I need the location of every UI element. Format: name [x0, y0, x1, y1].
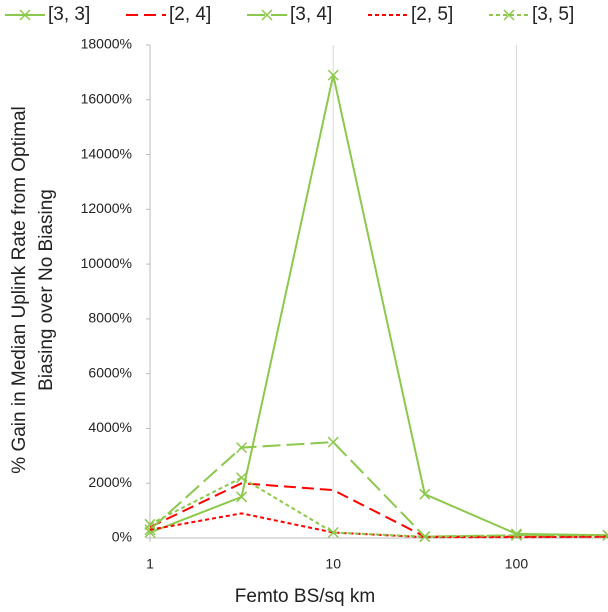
- marker: [419, 488, 431, 500]
- series-line: [149, 476, 608, 538]
- x-axis-label: Femto BS/sq km: [235, 586, 375, 607]
- y-tick-label: 2000%: [88, 474, 132, 490]
- y-tick-label: 14000%: [81, 145, 132, 161]
- marker: [327, 436, 339, 448]
- y-tick-label: 6000%: [88, 364, 132, 380]
- legend-label: [3, 3]: [48, 4, 90, 25]
- series-line: [149, 482, 608, 538]
- y-tick-label: 10000%: [81, 255, 132, 271]
- y-tick-label: 0%: [112, 529, 132, 545]
- legend-marker: [261, 9, 273, 21]
- marker: [602, 529, 608, 541]
- series-line: [149, 74, 608, 537]
- marker: [236, 442, 248, 454]
- y-tick-label: 16000%: [81, 90, 132, 106]
- y-tick-label: 8000%: [88, 310, 132, 326]
- x-tick-label: 1: [146, 556, 154, 572]
- marker: [510, 529, 522, 541]
- marker: [327, 526, 339, 539]
- marker: [419, 531, 431, 543]
- legend-marker: [503, 9, 515, 21]
- y-axis-label: % Gain in Median Uplink Rate from Optima…: [9, 106, 30, 473]
- legend-label: [2, 4]: [169, 4, 211, 25]
- legend-marker: [19, 9, 31, 21]
- x-tick-label: 100: [505, 556, 529, 572]
- series-line: [149, 441, 608, 538]
- legend-label: [3, 4]: [290, 4, 332, 25]
- marker: [236, 491, 248, 503]
- x-tick-label: 10: [325, 556, 341, 572]
- marker: [236, 472, 248, 484]
- y-tick-label: 12000%: [81, 200, 132, 216]
- y-tick-label: 18000%: [81, 36, 132, 52]
- marker: [144, 518, 156, 530]
- legend-label: [3, 5]: [532, 4, 574, 25]
- marker: [327, 69, 339, 81]
- y-tick-label: 4000%: [88, 419, 132, 435]
- y-axis-label: Biasing over No Biasing: [36, 189, 57, 391]
- legend-label: [2, 5]: [411, 4, 453, 25]
